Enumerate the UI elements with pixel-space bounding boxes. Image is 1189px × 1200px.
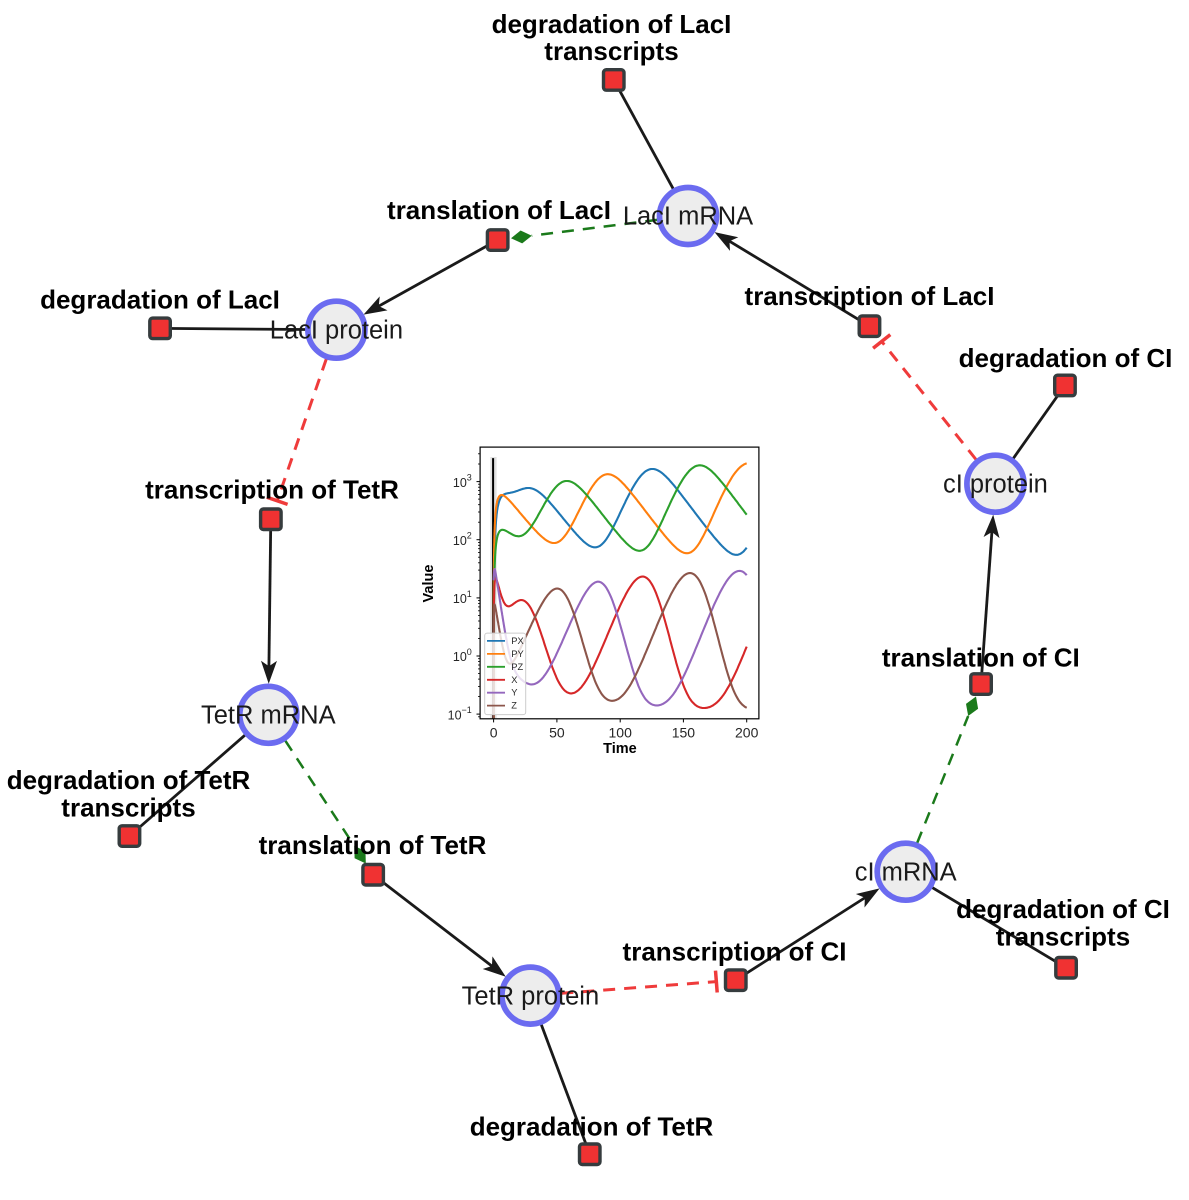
svg-text:150: 150 (672, 725, 696, 741)
svg-text:transcripts: transcripts (544, 36, 678, 66)
svg-text:degradation of CI: degradation of CI (956, 894, 1170, 924)
svg-text:cI mRNA: cI mRNA (855, 859, 957, 887)
svg-text:LacI protein: LacI protein (270, 317, 403, 345)
svg-text:degradation of TetR: degradation of TetR (470, 1112, 714, 1142)
svg-text:Y: Y (511, 688, 517, 698)
svg-text:translation of CI: translation of CI (882, 643, 1080, 673)
svg-text:Value: Value (421, 565, 437, 603)
svg-text:200: 200 (735, 725, 759, 741)
svg-text:transcription of TetR: transcription of TetR (145, 475, 399, 505)
svg-text:PY: PY (511, 649, 523, 659)
svg-text:X: X (511, 675, 517, 685)
svg-text:degradation of CI: degradation of CI (959, 343, 1173, 373)
svg-text:50: 50 (549, 725, 565, 741)
svg-text:PZ: PZ (511, 662, 523, 672)
svg-text:transcripts: transcripts (61, 793, 195, 823)
svg-text:degradation of LacI: degradation of LacI (40, 284, 280, 314)
svg-text:translation of LacI: translation of LacI (387, 195, 611, 225)
svg-text:Time: Time (603, 741, 637, 757)
svg-text:degradation of TetR: degradation of TetR (7, 765, 251, 795)
svg-text:0: 0 (490, 725, 498, 741)
svg-text:transcription of CI: transcription of CI (623, 937, 847, 967)
svg-text:TetR mRNA: TetR mRNA (201, 702, 336, 730)
svg-text:translation of TetR: translation of TetR (259, 830, 487, 860)
svg-text:degradation of LacI: degradation of LacI (492, 9, 732, 39)
svg-text:cI protein: cI protein (943, 471, 1048, 499)
svg-text:LacI mRNA: LacI mRNA (623, 203, 753, 231)
svg-text:PX: PX (511, 636, 523, 646)
svg-text:transcription of LacI: transcription of LacI (745, 281, 995, 311)
svg-text:Z: Z (511, 701, 517, 711)
svg-text:TetR protein: TetR protein (462, 982, 600, 1010)
svg-text:100: 100 (609, 725, 633, 741)
svg-text:transcripts: transcripts (996, 922, 1130, 952)
